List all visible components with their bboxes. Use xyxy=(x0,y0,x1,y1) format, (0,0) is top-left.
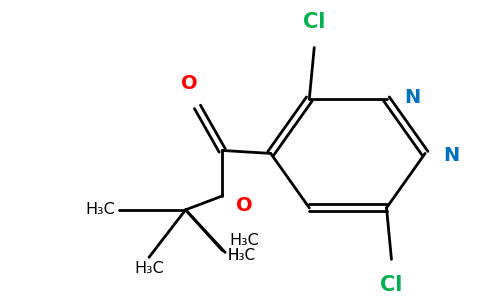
Text: O: O xyxy=(181,74,198,93)
Text: N: N xyxy=(404,88,421,106)
Text: H₃C: H₃C xyxy=(134,261,164,276)
Text: H₃C: H₃C xyxy=(86,202,115,217)
Text: H: H xyxy=(227,248,239,263)
Text: Cl: Cl xyxy=(380,275,403,295)
Text: N: N xyxy=(443,146,459,165)
Text: H₃C: H₃C xyxy=(229,233,259,248)
Text: H₃C: H₃C xyxy=(227,248,255,263)
Text: Cl: Cl xyxy=(303,12,325,32)
Text: O: O xyxy=(236,196,253,215)
